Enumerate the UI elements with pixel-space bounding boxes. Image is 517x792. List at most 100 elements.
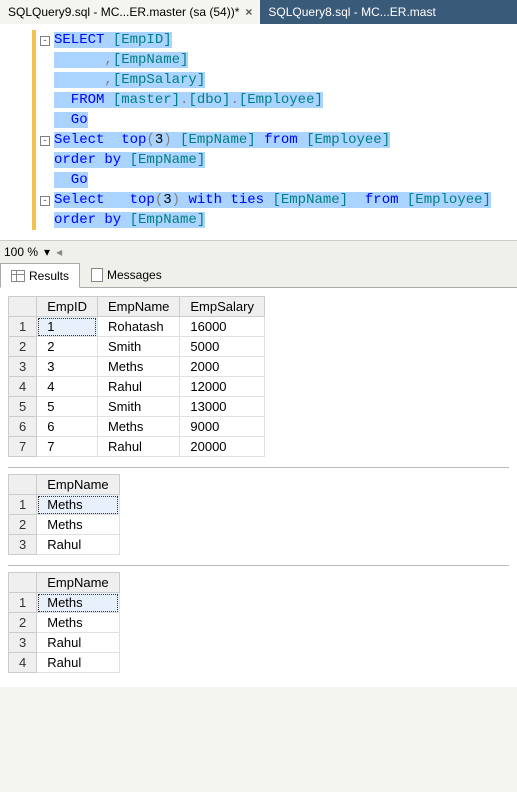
cell[interactable]: Meths <box>37 613 119 633</box>
code-token: [dbo] <box>188 92 230 108</box>
grid-separator <box>8 467 509 468</box>
zoom-bar: 100 % ▾ ◂ <box>0 240 517 263</box>
collapse-icon[interactable]: - <box>40 136 50 146</box>
code-token: [Employee] <box>407 192 491 208</box>
cell[interactable]: 5000 <box>180 337 265 357</box>
cell[interactable]: 20000 <box>180 437 265 457</box>
code-token: order by <box>54 152 130 168</box>
row-number[interactable]: 2 <box>9 613 37 633</box>
cell[interactable]: 13000 <box>180 397 265 417</box>
cell[interactable]: 2 <box>37 337 98 357</box>
code-token: from <box>348 192 407 208</box>
table-row[interactable]: 1Meths <box>9 495 120 515</box>
column-header[interactable]: EmpName <box>37 573 119 593</box>
table-row[interactable]: 55Smith13000 <box>9 397 265 417</box>
cell[interactable]: 6 <box>37 417 98 437</box>
cell[interactable]: Meths <box>97 417 179 437</box>
cell[interactable]: 3 <box>37 357 98 377</box>
cell[interactable]: Meths <box>37 515 119 535</box>
code-token: [EmpName] <box>130 212 206 228</box>
result-grid: EmpIDEmpNameEmpSalary11Rohatash1600022Sm… <box>8 296 265 457</box>
row-number[interactable]: 1 <box>9 593 37 613</box>
row-number[interactable]: 3 <box>9 357 37 377</box>
code-token: , <box>54 72 113 88</box>
table-row[interactable]: 3Rahul <box>9 535 120 555</box>
table-row[interactable]: 33Meths2000 <box>9 357 265 377</box>
cell[interactable]: 7 <box>37 437 98 457</box>
cell[interactable]: Rahul <box>97 437 179 457</box>
collapse-icon[interactable]: - <box>40 196 50 206</box>
column-header[interactable]: EmpName <box>37 475 119 495</box>
table-row[interactable]: 2Meths <box>9 515 120 535</box>
row-number[interactable]: 1 <box>9 317 37 337</box>
results-tab-label: Results <box>29 269 69 283</box>
close-icon[interactable]: × <box>245 5 252 19</box>
row-number[interactable]: 3 <box>9 633 37 653</box>
grid-icon <box>11 270 25 282</box>
code-token: [EmpName] <box>180 132 256 148</box>
row-number[interactable]: 4 <box>9 377 37 397</box>
table-row[interactable]: 4Rahul <box>9 653 120 673</box>
row-number[interactable]: 7 <box>9 437 37 457</box>
table-row[interactable]: 1Meths <box>9 593 120 613</box>
editor-line: Go <box>0 170 517 190</box>
cell[interactable]: 5 <box>37 397 98 417</box>
zoom-dropdown-icon[interactable]: ▾ <box>44 245 50 259</box>
row-number[interactable]: 6 <box>9 417 37 437</box>
code-token: Go <box>54 112 88 128</box>
code-token: [EmpName] <box>113 52 189 68</box>
table-row[interactable]: 11Rohatash16000 <box>9 317 265 337</box>
cell[interactable]: Rohatash <box>97 317 179 337</box>
editor-line: -Select top(3) with ties [EmpName] from … <box>0 190 517 210</box>
cell[interactable]: Rahul <box>37 653 119 673</box>
scroll-left-icon[interactable]: ◂ <box>56 245 62 259</box>
cell[interactable]: Meths <box>37 495 119 515</box>
results-tab[interactable]: Results <box>0 263 80 288</box>
cell[interactable]: Rahul <box>37 633 119 653</box>
table-row[interactable]: 3Rahul <box>9 633 120 653</box>
cell[interactable]: 4 <box>37 377 98 397</box>
cell[interactable]: 12000 <box>180 377 265 397</box>
code-token: ) <box>172 192 189 208</box>
column-header[interactable]: EmpID <box>37 297 98 317</box>
row-number[interactable]: 2 <box>9 515 37 535</box>
zoom-value: 100 % <box>4 245 38 259</box>
cell[interactable]: Smith <box>97 397 179 417</box>
code-token: order by <box>54 212 130 228</box>
table-row[interactable]: 44Rahul12000 <box>9 377 265 397</box>
tab-query8[interactable]: SQLQuery8.sql - MC...ER.mast <box>260 0 443 24</box>
tab-label: SQLQuery8.sql - MC...ER.mast <box>268 5 435 19</box>
collapse-icon[interactable]: - <box>40 36 50 46</box>
cell[interactable]: 1 <box>37 317 98 337</box>
editor-line: Go <box>0 110 517 130</box>
code-token: [Employee] <box>239 92 323 108</box>
row-number[interactable]: 3 <box>9 535 37 555</box>
tab-query9[interactable]: SQLQuery9.sql - MC...ER.master (sa (54))… <box>0 0 260 24</box>
row-number[interactable]: 2 <box>9 337 37 357</box>
grid-corner <box>9 475 37 495</box>
cell[interactable]: 9000 <box>180 417 265 437</box>
table-row[interactable]: 22Smith5000 <box>9 337 265 357</box>
editor-line: -SELECT [EmpID] <box>0 30 517 50</box>
cell[interactable]: Rahul <box>97 377 179 397</box>
cell[interactable]: Rahul <box>37 535 119 555</box>
sql-editor[interactable]: -SELECT [EmpID] ,[EmpName] ,[EmpSalary] … <box>0 24 517 240</box>
column-header[interactable]: EmpName <box>97 297 179 317</box>
editor-line: -Select top(3) [EmpName] from [Employee] <box>0 130 517 150</box>
column-header[interactable]: EmpSalary <box>180 297 265 317</box>
cell[interactable]: Meths <box>37 593 119 613</box>
table-row[interactable]: 2Meths <box>9 613 120 633</box>
cell[interactable]: Smith <box>97 337 179 357</box>
cell[interactable]: 2000 <box>180 357 265 377</box>
messages-tab[interactable]: Messages <box>80 263 173 287</box>
row-number[interactable]: 4 <box>9 653 37 673</box>
row-number[interactable]: 1 <box>9 495 37 515</box>
result-grid: EmpName1Meths2Meths3Rahul4Rahul <box>8 572 120 673</box>
table-row[interactable]: 77Rahul20000 <box>9 437 265 457</box>
table-row[interactable]: 66Meths9000 <box>9 417 265 437</box>
editor-line: ,[EmpName] <box>0 50 517 70</box>
row-number[interactable]: 5 <box>9 397 37 417</box>
cell[interactable]: 16000 <box>180 317 265 337</box>
code-token: Select top <box>54 132 146 148</box>
cell[interactable]: Meths <box>97 357 179 377</box>
